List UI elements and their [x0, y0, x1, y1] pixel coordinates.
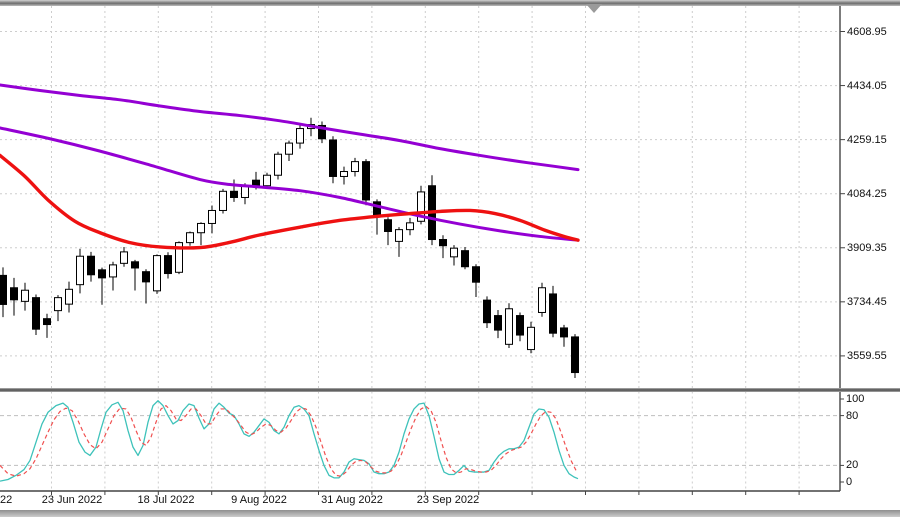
candle-bullish	[65, 288, 73, 305]
chart-scroll-marker-icon[interactable]	[586, 4, 602, 13]
candle-bearish	[230, 190, 238, 198]
date-label: 23 Sep 2022	[416, 494, 480, 506]
date-label: 22	[0, 494, 13, 506]
candle-bearish	[362, 161, 370, 201]
panel-borders	[0, 6, 845, 495]
candlestick-series[interactable]	[0, 117, 579, 379]
candle-bearish	[384, 219, 392, 232]
price-tick-label: 3909.35	[847, 241, 887, 254]
candle-bullish	[274, 153, 282, 176]
candle-bearish	[0, 274, 7, 305]
candle-bearish	[87, 255, 95, 276]
gridlines	[0, 6, 840, 491]
date-label: 31 Aug 2022	[321, 494, 383, 506]
candle-bearish	[142, 271, 150, 283]
candle-bearish	[318, 124, 326, 140]
price-tick-label: 4084.25	[847, 187, 887, 200]
panel-splitter[interactable]	[0, 388, 900, 392]
candle-bearish	[472, 266, 480, 283]
candle-bearish	[483, 299, 491, 324]
candle-bearish	[329, 139, 337, 177]
candle-bullish	[54, 297, 62, 312]
candle-bullish	[527, 326, 535, 351]
candle-bullish	[406, 222, 414, 231]
candle-bullish	[175, 242, 183, 273]
candle-bearish	[131, 261, 139, 269]
time-axis[interactable]: 22 23 Jun 2022 18 Jul 2022 9 Aug 2022 31 Aug…	[0, 492, 840, 509]
window-bottom-border	[0, 510, 900, 517]
stochastic-panel[interactable]	[0, 400, 579, 482]
date-label: 18 Jul 2022	[137, 494, 195, 506]
candle-bullish	[296, 128, 304, 144]
price-axis[interactable]: 3505.72 4608.954434.054259.154084.253909…	[841, 0, 900, 510]
candle-bearish	[252, 179, 260, 187]
price-tick-label: 3559.55	[847, 349, 887, 362]
ma-fast-red	[0, 153, 580, 250]
candle-bullish	[76, 255, 84, 286]
candle-bullish	[285, 142, 293, 155]
candle-bullish	[208, 209, 216, 224]
candle-bullish	[505, 308, 513, 345]
candle-bearish	[439, 239, 447, 247]
candle-bullish	[263, 174, 271, 187]
date-label: 9 Aug 2022	[231, 494, 287, 506]
candle-bullish	[120, 251, 128, 264]
candle-bullish	[538, 287, 546, 313]
ma-slow-purple	[0, 83, 580, 172]
candle-bearish	[43, 318, 51, 326]
candle-bearish	[571, 336, 579, 374]
oscillator-scale-label: 20	[846, 459, 859, 472]
candle-bearish	[461, 250, 469, 268]
candle-bullish	[153, 255, 161, 292]
moving-average-lines[interactable]	[0, 83, 580, 250]
candle-bullish	[241, 185, 249, 198]
candle-bearish	[98, 269, 106, 279]
price-tick-label: 4434.05	[847, 79, 887, 92]
price-tick-label: 3734.45	[847, 295, 887, 308]
candle-bearish	[164, 255, 172, 275]
candle-bullish	[109, 264, 117, 278]
candle-bullish	[219, 190, 227, 211]
candle-bullish	[186, 232, 194, 244]
candle-bearish	[494, 315, 502, 331]
oscillator-scale-label: 80	[846, 409, 859, 422]
candle-bullish	[450, 247, 458, 258]
candle-bullish	[395, 229, 403, 242]
candle-bearish	[10, 287, 18, 301]
date-label: 23 Jun 2022	[41, 494, 103, 506]
candle-bullish	[197, 222, 205, 234]
candle-bullish	[417, 191, 425, 222]
candle-bullish	[340, 171, 348, 177]
candle-bearish	[32, 297, 40, 330]
candle-bearish	[549, 293, 557, 334]
oscillator-scale-label: 100	[846, 393, 865, 405]
window-top-border	[0, 0, 900, 6]
candle-bearish	[516, 315, 524, 336]
candle-bearish	[560, 327, 568, 338]
price-tick-label: 4259.15	[847, 133, 887, 146]
candle-bullish	[351, 161, 359, 173]
oscillator-scale-label: 0	[846, 476, 853, 488]
stochastic-k-line	[0, 400, 579, 482]
ma-mid-purple	[0, 126, 580, 242]
price-tick-label: 4608.95	[847, 25, 887, 38]
candle-bullish	[21, 289, 29, 302]
